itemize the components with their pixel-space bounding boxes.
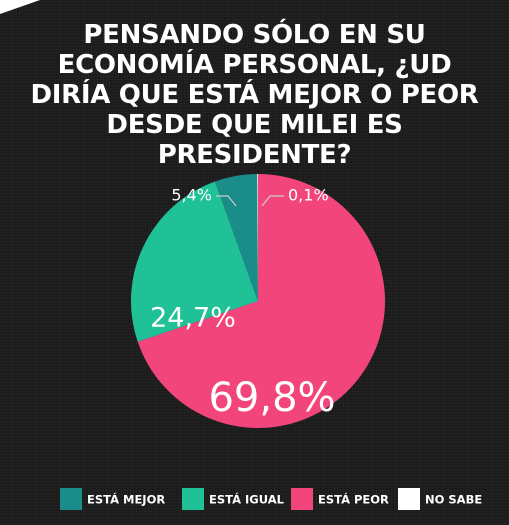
value-label: 69,8% — [208, 375, 335, 421]
pie-slice — [137, 174, 385, 429]
legend-swatch — [60, 488, 82, 510]
legend-swatch — [182, 488, 204, 510]
legend-swatch — [398, 488, 420, 510]
value-label: 0,1% — [288, 186, 329, 205]
legend-label: ESTÁ MEJOR — [87, 492, 165, 507]
legend-label: ESTÁ PEOR — [318, 492, 389, 507]
legend-label: NO SABE — [425, 493, 482, 507]
legend-swatch — [291, 488, 313, 510]
value-label: 24,7% — [150, 303, 236, 334]
leader-line — [261, 195, 284, 207]
corner-decoration — [0, 0, 40, 14]
leader-line — [216, 195, 237, 207]
value-label: 5,4% — [171, 186, 212, 205]
pie-slice — [131, 181, 258, 342]
pie-slice — [257, 174, 258, 301]
chart-title: PENSANDO SÓLO EN SU ECONOMÍA PERSONAL, ¿… — [30, 20, 479, 170]
pie-slice — [214, 174, 258, 301]
legend-label: ESTÁ IGUAL — [209, 492, 285, 507]
